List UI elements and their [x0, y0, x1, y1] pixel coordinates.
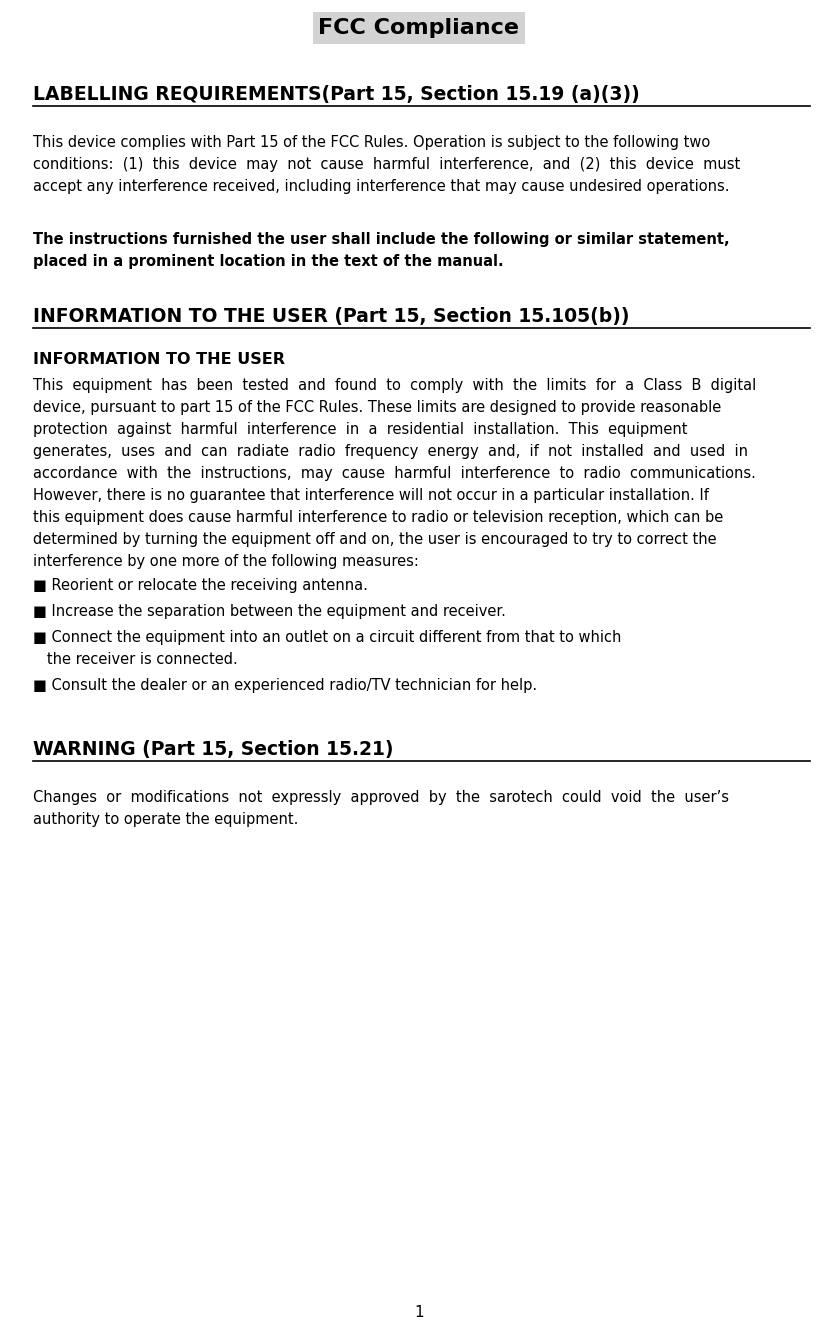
Text: FCC Compliance: FCC Compliance [319, 19, 519, 39]
Text: protection  against  harmful  interference  in  a  residential  installation.  T: protection against harmful interference … [33, 422, 687, 437]
Text: This  equipment  has  been  tested  and  found  to  comply  with  the  limits  f: This equipment has been tested and found… [33, 378, 756, 393]
Text: ■ Increase the separation between the equipment and receiver.: ■ Increase the separation between the eq… [33, 603, 506, 619]
Text: INFORMATION TO THE USER (Part 15, Section 15.105(b)): INFORMATION TO THE USER (Part 15, Sectio… [33, 306, 629, 326]
Text: ■ Consult the dealer or an experienced radio/TV technician for help.: ■ Consult the dealer or an experienced r… [33, 678, 537, 693]
Text: generates,  uses  and  can  radiate  radio  frequency  energy  and,  if  not  in: generates, uses and can radiate radio fr… [33, 444, 748, 460]
Text: accordance  with  the  instructions,  may  cause  harmful  interference  to  rad: accordance with the instructions, may ca… [33, 466, 756, 481]
Text: This device complies with Part 15 of the FCC Rules. Operation is subject to the : This device complies with Part 15 of the… [33, 135, 711, 151]
Text: placed in a prominent location in the text of the manual.: placed in a prominent location in the te… [33, 254, 503, 269]
Text: INFORMATION TO THE USER: INFORMATION TO THE USER [33, 352, 285, 368]
Text: authority to operate the equipment.: authority to operate the equipment. [33, 813, 299, 827]
Text: However, there is no guarantee that interference will not occur in a particular : However, there is no guarantee that inte… [33, 488, 709, 503]
Text: determined by turning the equipment off and on, the user is encouraged to try to: determined by turning the equipment off … [33, 531, 717, 547]
Text: 1: 1 [414, 1305, 425, 1320]
Text: the receiver is connected.: the receiver is connected. [33, 651, 237, 667]
Text: WARNING (Part 15, Section 15.21): WARNING (Part 15, Section 15.21) [33, 741, 393, 759]
Text: ■ Connect the equipment into an outlet on a circuit different from that to which: ■ Connect the equipment into an outlet o… [33, 630, 622, 645]
Text: conditions:  (1)  this  device  may  not  cause  harmful  interference,  and  (2: conditions: (1) this device may not caus… [33, 157, 740, 172]
Text: The instructions furnished the user shall include the following or similar state: The instructions furnished the user shal… [33, 232, 730, 246]
Text: ■ Reorient or relocate the receiving antenna.: ■ Reorient or relocate the receiving ant… [33, 578, 367, 593]
Text: interference by one more of the following measures:: interference by one more of the followin… [33, 554, 419, 569]
Text: this equipment does cause harmful interference to radio or television reception,: this equipment does cause harmful interf… [33, 510, 723, 525]
Text: Changes  or  modifications  not  expressly  approved  by  the  sarotech  could  : Changes or modifications not expressly a… [33, 790, 729, 805]
Text: accept any interference received, including interference that may cause undesire: accept any interference received, includ… [33, 178, 729, 194]
Text: device, pursuant to part 15 of the FCC Rules. These limits are designed to provi: device, pursuant to part 15 of the FCC R… [33, 400, 722, 416]
Text: LABELLING REQUIREMENTS(Part 15, Section 15.19 (a)(3)): LABELLING REQUIREMENTS(Part 15, Section … [33, 85, 640, 104]
